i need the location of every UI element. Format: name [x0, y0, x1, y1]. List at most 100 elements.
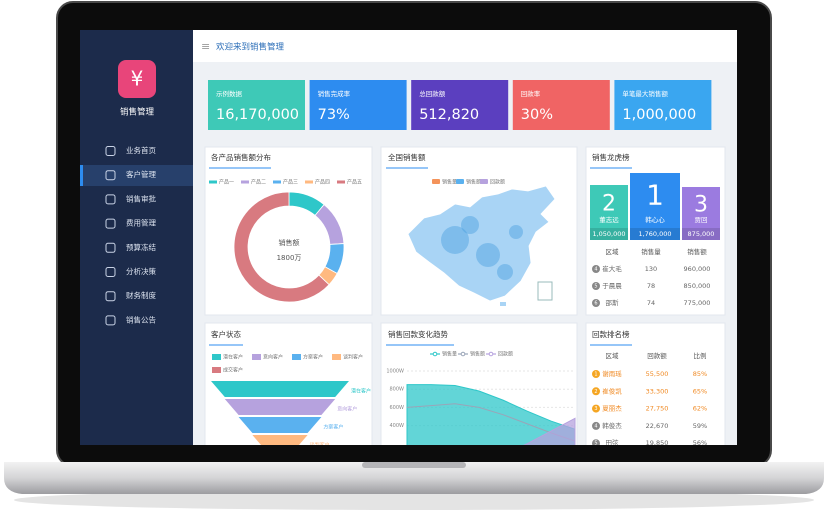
- funnel-label: 潜在客户: [351, 388, 371, 395]
- legend-label: 意向客户: [263, 354, 283, 361]
- y-tick-label: 1000W: [386, 369, 404, 375]
- panel-title: 客户状态: [211, 329, 241, 339]
- table-cell: 56%: [693, 439, 707, 447]
- panel-title: 销售回款变化趋势: [388, 329, 448, 339]
- menu-icon: [105, 242, 116, 253]
- rank-badge: [592, 439, 600, 445]
- kpi-label: 回款率: [521, 89, 541, 98]
- kpi-value: 16,170,000: [216, 107, 299, 123]
- rank-badge: [592, 265, 600, 273]
- table-cell: 55,500: [646, 370, 669, 378]
- menu-icon: [105, 218, 116, 229]
- rank-number: 3: [594, 406, 597, 412]
- table-cell: 崔俊凯: [602, 386, 622, 395]
- menu-item[interactable]: 销售审批: [126, 193, 156, 203]
- rank-badge: [592, 299, 600, 307]
- y-tick-label: 600W: [390, 405, 405, 411]
- podium-name: 董志远: [599, 215, 619, 224]
- menu-active-bar: [80, 165, 83, 186]
- area-series: [523, 417, 576, 445]
- rank-number: 6: [594, 301, 597, 307]
- legend-dot: [432, 351, 438, 357]
- rank-number: 5: [594, 284, 597, 290]
- table-cell: 130: [645, 265, 657, 273]
- table-cell: 74: [647, 299, 655, 307]
- rank-number: 1: [594, 372, 597, 378]
- kpi-value: 512,820: [419, 107, 479, 123]
- funnel-label: 谈判客户: [310, 442, 330, 449]
- table-cell: 775,000: [684, 299, 711, 307]
- line-series: [406, 403, 576, 442]
- menu-item[interactable]: 预算冻结: [126, 242, 156, 252]
- menu-icon: [105, 315, 116, 326]
- menu-item[interactable]: 销售公告: [126, 314, 156, 324]
- menu-icon: [105, 267, 116, 277]
- sidebar: [80, 30, 193, 445]
- legend-label: 产品三: [283, 179, 298, 186]
- podium-box: [682, 187, 720, 240]
- kpi-card: [512, 80, 610, 130]
- funnel-label: 方案客户: [323, 424, 343, 431]
- menu-item[interactable]: 费用管理: [126, 218, 156, 228]
- podium-amount-bg: [590, 228, 628, 240]
- podium-amount-bg: [630, 228, 680, 240]
- legend-label: 谈判客户: [343, 354, 363, 361]
- table-header: 比例: [694, 351, 707, 360]
- table-cell: 邵斯: [606, 298, 620, 307]
- donut-center-label: 销售额: [279, 238, 300, 247]
- laptop-base: [4, 462, 824, 494]
- logo-symbol: ¥: [131, 67, 144, 91]
- menu-icon: [105, 194, 116, 205]
- table-cell: 960,000: [684, 265, 711, 273]
- menu-item[interactable]: 财务制度: [126, 290, 156, 300]
- rank-badge: [592, 387, 600, 396]
- kpi-label: 总回款额: [419, 89, 446, 98]
- podium-amount: 1,050,000: [592, 230, 625, 238]
- table-cell: 78: [647, 282, 655, 290]
- legend-dot: [488, 351, 494, 357]
- menu-item[interactable]: 客户管理: [126, 169, 156, 179]
- kpi-label: 示例数据: [216, 89, 243, 98]
- legend-label: 潜在客户: [223, 354, 243, 361]
- table-cell: 谢雨瑶: [602, 369, 622, 378]
- menu-item[interactable]: 分析决策: [126, 266, 156, 276]
- legend-swatch: [212, 367, 221, 373]
- kpi-card: [614, 80, 712, 130]
- table-header: 回款额: [647, 351, 667, 360]
- menu-toggle[interactable]: ≡: [201, 40, 210, 53]
- legend-label: 销售量: [442, 351, 457, 358]
- header: [193, 30, 737, 62]
- table-cell: 崔大毛: [602, 264, 622, 273]
- kpi-value: 73%: [318, 107, 350, 123]
- map-region: [509, 225, 523, 239]
- menu-item[interactable]: 业务首页: [126, 145, 156, 155]
- legend-label: 产品二: [251, 179, 266, 186]
- legend-label: 产品一: [219, 179, 234, 186]
- panel: [585, 322, 726, 445]
- base-notch: [362, 462, 466, 468]
- rank-badge: [592, 421, 600, 430]
- legend-label: 方案客户: [303, 354, 323, 361]
- legend-swatch: [212, 354, 221, 360]
- table-cell: 65%: [693, 387, 707, 395]
- legend-swatch: [252, 354, 261, 360]
- rank-badge: [592, 404, 600, 413]
- area-series: [406, 384, 576, 445]
- table-cell: 59%: [693, 422, 707, 430]
- table-cell: 62%: [693, 405, 707, 413]
- donut-center-value: 1800万: [277, 254, 302, 262]
- funnel-segment: [211, 381, 349, 397]
- kpi-label: 单笔最大销售额: [622, 89, 668, 98]
- map-island: [500, 302, 506, 306]
- panel-title: 各产品销售额分布: [211, 152, 271, 162]
- kpi-label: 销售完成率: [318, 89, 351, 98]
- podium-name: 韩心心: [645, 215, 665, 224]
- legend-label: 销售量: [442, 179, 457, 186]
- legend-swatch: [332, 354, 341, 360]
- legend-swatch: [432, 179, 440, 184]
- podium-rank: 1: [646, 178, 664, 211]
- menu-icon: [105, 146, 116, 156]
- kpi-card: [208, 80, 305, 130]
- panel: [204, 146, 373, 316]
